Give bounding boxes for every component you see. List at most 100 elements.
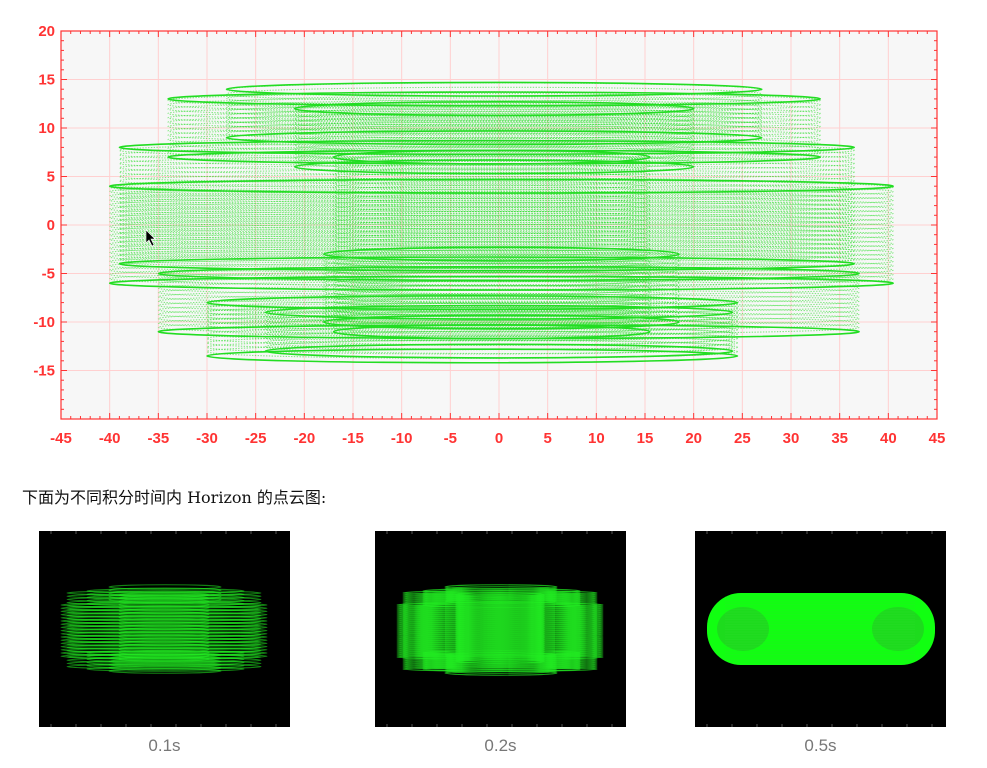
scan-line [323,271,680,286]
scan-line [206,322,739,338]
scan-line [167,136,821,152]
thumb-scan-line [108,665,222,671]
x-tick-label: -15 [342,430,364,447]
scan-line [332,180,651,195]
scan-line-edge [264,343,734,359]
thumb-scan-line [118,598,210,605]
thumbnail-0.1s [39,531,290,727]
thumbnail-0.2s [375,531,626,727]
x-tick-labels: -45 -40 -35 -30 -25 -20 -15 -10 -5 0 5 10 15 20 25 30 35… [50,430,945,447]
scan-line [264,335,734,350]
scan-line [225,117,763,132]
scan-line [332,228,651,244]
scan-line [332,171,651,187]
scan-line [332,232,651,248]
scan-line [264,339,734,355]
thumb-scan-line [118,611,210,617]
thumb-scan-line [108,658,222,665]
x-tick-label: 25 [734,430,751,447]
thumb-scan-line [118,592,210,598]
scan-line [167,110,821,126]
y-tick-label: 15 [38,72,55,89]
thumb-scan-line [118,605,210,611]
mouse-cursor-icon [145,229,156,247]
scan-line [206,339,739,355]
scan-line [225,91,763,106]
thumb-scan-line [118,614,210,621]
scan-line [118,199,855,215]
scan-line [294,102,695,118]
scan-point-cloud [108,81,894,364]
thumb-scan-line [118,646,210,653]
scan-line-edge [322,314,680,330]
scan-line [332,189,651,204]
x-tick-label: -5 [444,430,457,447]
scan-line [264,326,734,341]
scan-line [118,212,855,228]
scan-line [167,127,821,143]
scan-line [206,335,739,351]
thumbnail-0.5s [695,531,946,727]
scan-line [167,141,821,156]
scan-line-edge [157,265,860,282]
thumb-scan-line [108,661,222,668]
scan-line-edge [332,149,651,165]
x-tick-label: -35 [147,430,169,447]
scan-line [167,119,821,134]
scan-line-edge [225,130,763,146]
scan-line-edge [293,159,695,175]
thumb-scan-line [454,658,546,664]
x-tick-label: 0 [495,430,503,447]
scan-line [118,208,855,224]
thumbnail-label-0.1s: 0.1s [148,736,181,755]
x-tick-label: 40 [880,430,897,447]
scan-band [206,295,739,364]
thumb-scan-line [118,630,210,637]
y-tick-label: -15 [33,363,55,380]
scan-line [118,225,855,241]
scan-line-edge [206,295,739,311]
scan-line [225,121,763,137]
scan-line [323,257,680,273]
scan-line [332,237,651,252]
scan-line [264,317,734,333]
x-tick-label: 35 [831,430,848,447]
y-tick-label: 20 [38,23,55,40]
x-tick-label: 45 [929,430,946,447]
scan-line [118,204,855,219]
scan-line [294,107,695,122]
x-tick-label: -40 [99,430,121,447]
scan-line [118,151,855,167]
scan-line [323,266,680,282]
scan-line [206,344,739,359]
thumb-scan-line [454,656,546,662]
scan-line [225,108,763,124]
scan-line [167,97,821,113]
scan-line [264,308,734,324]
thumb-dense-region [445,601,555,657]
scan-line [332,206,651,222]
scan-line [332,223,651,239]
scan-line [167,123,821,139]
thumb-scan-line [118,633,210,640]
thumb-scan-line [108,655,222,661]
thumb-scan-line [118,649,210,656]
scan-line [323,284,680,299]
scan-line [323,297,680,312]
scan-line [332,241,651,257]
scan-line [332,258,651,274]
scan-line [167,101,821,117]
x-tick-label: 5 [543,430,551,447]
x-tick-label: -10 [391,430,413,447]
scan-line [323,275,680,291]
y-tick-label: 0 [47,217,55,234]
scan-line [332,202,651,217]
scan-line [206,300,739,316]
scan-line [118,147,855,163]
scan-line [264,330,734,346]
scan-line [332,215,651,230]
scan-line [206,304,739,320]
scan-line [167,114,821,130]
scan-line [118,195,855,211]
scan-line [332,219,651,235]
